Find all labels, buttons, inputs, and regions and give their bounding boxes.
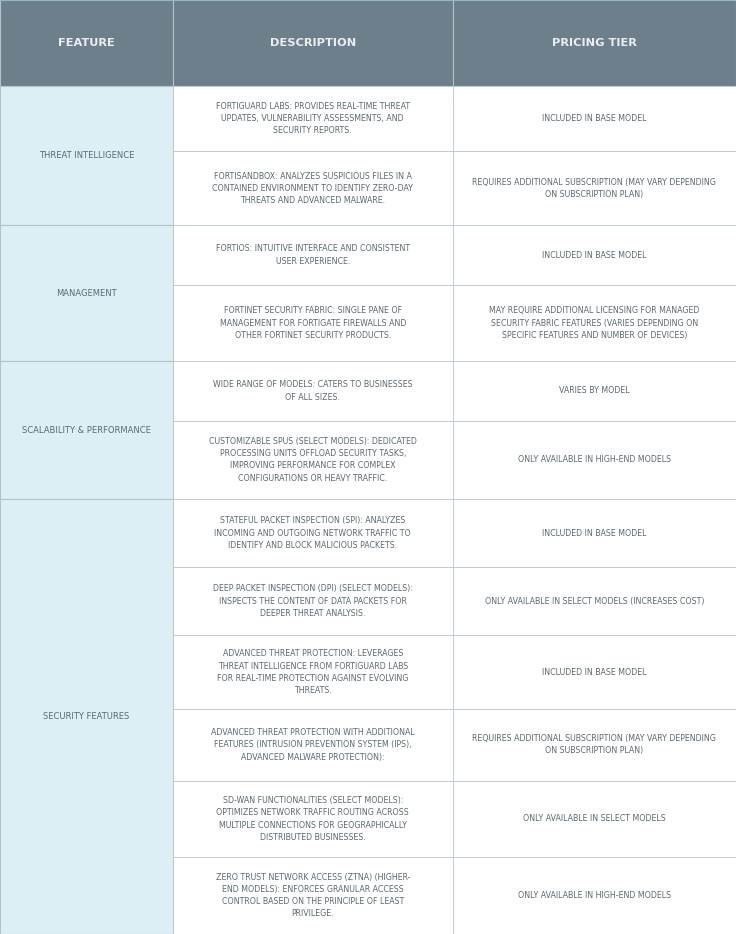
Bar <box>173 361 453 420</box>
Text: DEEP PACKET INSPECTION (DPI) (SELECT MODELS):
INSPECTS THE CONTENT OF DATA PACKE: DEEP PACKET INSPECTION (DPI) (SELECT MOD… <box>213 585 413 617</box>
Bar <box>0 0 173 86</box>
Bar <box>173 86 453 151</box>
Bar <box>0 86 173 225</box>
Text: ZERO TRUST NETWORK ACCESS (ZTNA) (HIGHER-
END MODELS): ENFORCES GRANULAR ACCESS
: ZERO TRUST NETWORK ACCESS (ZTNA) (HIGHER… <box>216 873 410 918</box>
Text: ADVANCED THREAT PROTECTION: LEVERAGES
THREAT INTELLIGENCE FROM FORTIGUARD LABS
F: ADVANCED THREAT PROTECTION: LEVERAGES TH… <box>217 649 408 695</box>
Text: DESCRIPTION: DESCRIPTION <box>269 38 356 48</box>
Text: CUSTOMIZABLE SPUS (SELECT MODELS): DEDICATED
PROCESSING UNITS OFFLOAD SECURITY T: CUSTOMIZABLE SPUS (SELECT MODELS): DEDIC… <box>209 437 417 483</box>
Text: SCALABILITY & PERFORMANCE: SCALABILITY & PERFORMANCE <box>22 426 151 434</box>
Bar <box>0 225 173 361</box>
Bar <box>173 635 453 709</box>
FancyArrow shape <box>0 0 736 1</box>
Text: ONLY AVAILABLE IN HIGH-END MODELS: ONLY AVAILABLE IN HIGH-END MODELS <box>517 456 671 464</box>
Text: ONLY AVAILABLE IN SELECT MODELS (INCREASES COST): ONLY AVAILABLE IN SELECT MODELS (INCREAS… <box>484 597 704 605</box>
Text: INCLUDED IN BASE MODEL: INCLUDED IN BASE MODEL <box>542 529 646 538</box>
Bar <box>173 709 453 781</box>
Text: SD-WAN FUNCTIONALITIES (SELECT MODELS):
OPTIMIZES NETWORK TRAFFIC ROUTING ACROSS: SD-WAN FUNCTIONALITIES (SELECT MODELS): … <box>216 796 409 842</box>
Text: INCLUDED IN BASE MODEL: INCLUDED IN BASE MODEL <box>542 250 646 260</box>
Text: FORTINET SECURITY FABRIC: SINGLE PANE OF
MANAGEMENT FOR FORTIGATE FIREWALLS AND
: FORTINET SECURITY FABRIC: SINGLE PANE OF… <box>219 306 406 340</box>
Text: INCLUDED IN BASE MODEL: INCLUDED IN BASE MODEL <box>542 668 646 676</box>
Bar <box>453 857 736 934</box>
Text: FORTIOS: INTUITIVE INTERFACE AND CONSISTENT
USER EXPERIENCE.: FORTIOS: INTUITIVE INTERFACE AND CONSIST… <box>216 245 410 265</box>
Bar <box>453 709 736 781</box>
Bar <box>173 285 453 361</box>
Bar <box>173 225 453 285</box>
Text: THREAT INTELLIGENCE: THREAT INTELLIGENCE <box>39 151 134 160</box>
Text: MAY REQUIRE ADDITIONAL LICENSING FOR MANAGED
SECURITY FABRIC FEATURES (VARIES DE: MAY REQUIRE ADDITIONAL LICENSING FOR MAN… <box>489 306 699 340</box>
Bar <box>453 781 736 857</box>
Text: REQUIRES ADDITIONAL SUBSCRIPTION (MAY VARY DEPENDING
ON SUBSCRIPTION PLAN): REQUIRES ADDITIONAL SUBSCRIPTION (MAY VA… <box>473 177 716 199</box>
Text: FEATURE: FEATURE <box>58 38 115 48</box>
Bar <box>173 420 453 499</box>
Bar <box>173 151 453 225</box>
Text: FORTISANDBOX: ANALYZES SUSPICIOUS FILES IN A
CONTAINED ENVIRONMENT TO IDENTIFY Z: FORTISANDBOX: ANALYZES SUSPICIOUS FILES … <box>212 172 414 205</box>
Text: VARIES BY MODEL: VARIES BY MODEL <box>559 387 629 395</box>
Bar <box>453 225 736 285</box>
Text: ONLY AVAILABLE IN SELECT MODELS: ONLY AVAILABLE IN SELECT MODELS <box>523 814 665 824</box>
Bar <box>173 857 453 934</box>
Bar <box>0 499 173 934</box>
Text: MANAGEMENT: MANAGEMENT <box>56 289 117 298</box>
Text: FORTIGUARD LABS: PROVIDES REAL-TIME THREAT
UPDATES, VULNERABILITY ASSESSMENTS, A: FORTIGUARD LABS: PROVIDES REAL-TIME THRE… <box>216 102 410 135</box>
Bar <box>173 499 453 567</box>
Bar <box>453 499 736 567</box>
Bar <box>173 781 453 857</box>
Text: WIDE RANGE OF MODELS: CATERS TO BUSINESSES
OF ALL SIZES.: WIDE RANGE OF MODELS: CATERS TO BUSINESS… <box>213 380 413 402</box>
Bar <box>453 285 736 361</box>
Bar <box>453 86 736 151</box>
Bar <box>173 567 453 635</box>
Bar <box>453 567 736 635</box>
Text: SECURITY FEATURES: SECURITY FEATURES <box>43 712 130 721</box>
Text: REQUIRES ADDITIONAL SUBSCRIPTION (MAY VARY DEPENDING
ON SUBSCRIPTION PLAN): REQUIRES ADDITIONAL SUBSCRIPTION (MAY VA… <box>473 734 716 756</box>
Bar <box>453 361 736 420</box>
Text: STATEFUL PACKET INSPECTION (SPI): ANALYZES
INCOMING AND OUTGOING NETWORK TRAFFIC: STATEFUL PACKET INSPECTION (SPI): ANALYZ… <box>214 517 411 550</box>
Text: ADVANCED THREAT PROTECTION WITH ADDITIONAL
FEATURES (INTRUSION PREVENTION SYSTEM: ADVANCED THREAT PROTECTION WITH ADDITION… <box>211 729 414 761</box>
Text: PRICING TIER: PRICING TIER <box>552 38 637 48</box>
Text: INCLUDED IN BASE MODEL: INCLUDED IN BASE MODEL <box>542 114 646 123</box>
Text: ONLY AVAILABLE IN HIGH-END MODELS: ONLY AVAILABLE IN HIGH-END MODELS <box>517 891 671 900</box>
Bar <box>173 0 453 86</box>
Bar <box>0 361 173 499</box>
Bar <box>453 420 736 499</box>
Bar <box>453 635 736 709</box>
Bar <box>453 151 736 225</box>
Bar <box>453 0 736 86</box>
